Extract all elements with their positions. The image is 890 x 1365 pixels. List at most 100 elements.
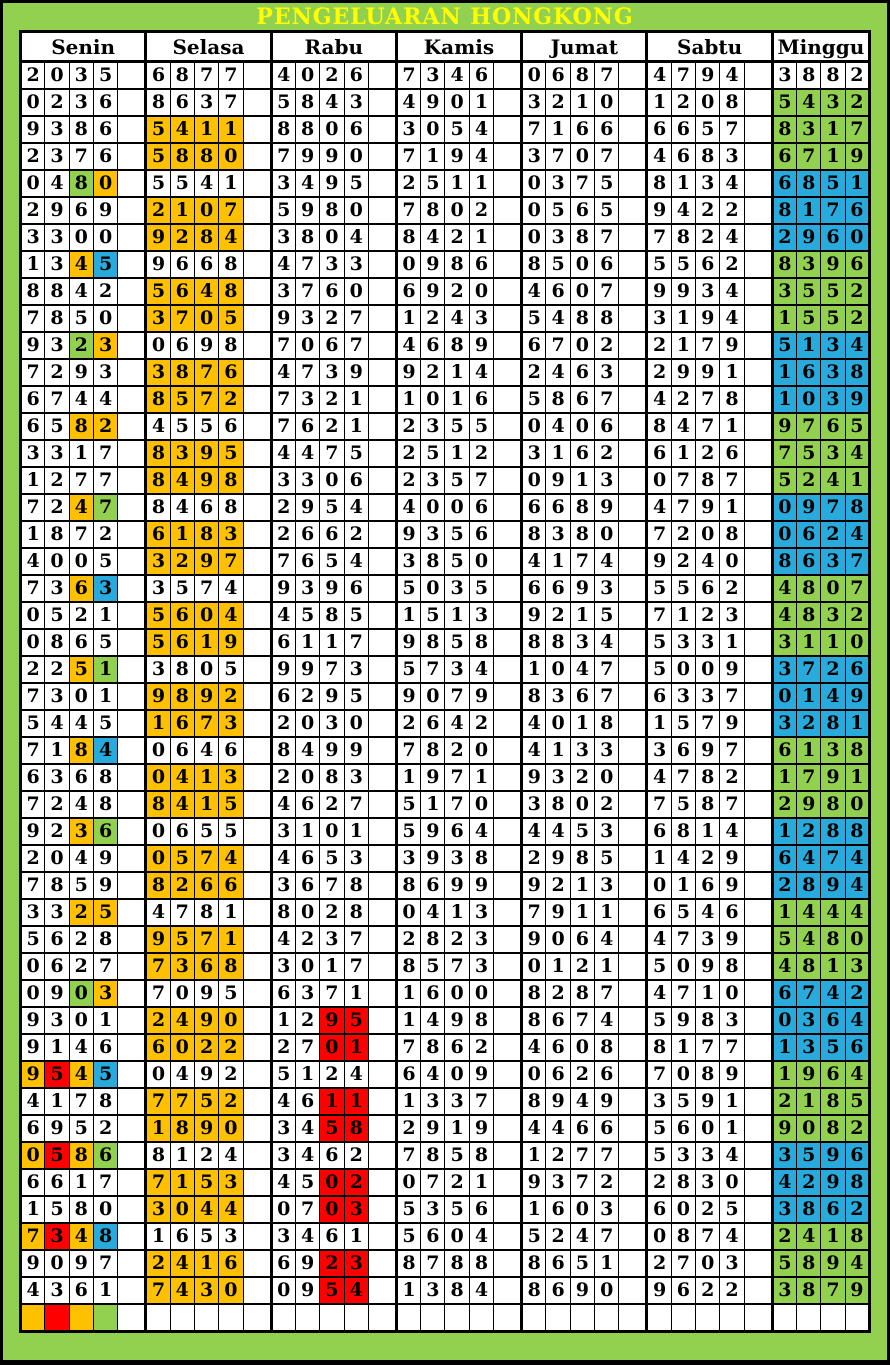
digit-cell: 6 [19, 385, 46, 414]
digit-cell: 6 [19, 763, 46, 792]
digit-cell: 8 [68, 115, 94, 144]
digit-cell: 5 [569, 817, 596, 846]
digit-cell: 1 [343, 817, 369, 846]
digit-cell: 3 [468, 601, 495, 630]
digit-cell: 9 [796, 790, 822, 819]
digit-cell: 3 [218, 520, 244, 549]
spacer-cell [367, 88, 398, 117]
digit-cell: 2 [218, 1087, 244, 1116]
digit-cell: 0 [670, 1195, 697, 1224]
spacer-cell [493, 1033, 524, 1062]
digit-cell: 0 [169, 979, 195, 1008]
digit-cell: 8 [319, 196, 345, 225]
digit-cell: 5 [270, 1060, 296, 1089]
digit-cell: 4 [646, 142, 672, 171]
digit-cell: 6 [319, 1222, 345, 1251]
spacer-cell [242, 88, 273, 117]
digit-cell: 1 [145, 709, 171, 738]
digit-cell: 6 [420, 709, 446, 738]
digit-cell: 5 [670, 709, 697, 738]
digit-cell: 8 [145, 790, 171, 819]
digit-cell: 9 [820, 763, 846, 792]
spacer-cell [493, 547, 524, 576]
digit-cell: 4 [294, 1222, 321, 1251]
spacer-cell [493, 1168, 524, 1197]
digit-cell: 0 [521, 60, 547, 90]
digit-cell: 6 [343, 466, 369, 495]
digit-cell: 2 [646, 1168, 672, 1197]
digit-cell: 4 [844, 331, 871, 360]
digit-cell: 4 [68, 790, 94, 819]
digit-cell: 0 [218, 1276, 244, 1305]
digit-cell: 2 [19, 142, 46, 171]
digit-cell: 0 [395, 1168, 422, 1197]
digit-cell: 7 [145, 1276, 171, 1305]
digit-cell: 8 [569, 493, 596, 522]
digit-cell: 8 [169, 1114, 195, 1143]
digit-cell: 7 [145, 1087, 171, 1116]
digit-cell: 1 [719, 412, 745, 441]
spacer-cell [117, 520, 148, 549]
spacer-cell [117, 547, 148, 576]
digit-cell: 9 [218, 628, 244, 657]
digit-cell: 2 [844, 304, 871, 333]
digit-cell: 0 [145, 844, 171, 873]
digit-cell: 0 [294, 709, 321, 738]
digit-cell: 1 [193, 115, 220, 144]
digit-cell: 6 [343, 115, 369, 144]
digit-cell: 7 [594, 277, 620, 306]
digit-cell: 7 [569, 547, 596, 576]
spacer-cell [367, 817, 398, 846]
legend-color-cell [670, 1303, 697, 1333]
digit-cell: 5 [92, 250, 119, 279]
digit-cell: 6 [169, 1222, 195, 1251]
digit-cell: 6 [294, 412, 321, 441]
digit-cell: 1 [521, 655, 547, 684]
digit-cell: 3 [270, 466, 296, 495]
spacer-cell [743, 331, 774, 360]
digit-cell: 3 [444, 655, 470, 684]
digit-cell: 2 [92, 1114, 119, 1143]
digit-cell: 7 [169, 898, 195, 927]
digit-cell: 6 [218, 412, 244, 441]
digit-cell: 2 [193, 1141, 220, 1170]
digit-cell: 1 [218, 115, 244, 144]
digit-cell: 8 [844, 817, 871, 846]
digit-cell: 8 [169, 358, 195, 387]
digit-cell: 0 [193, 196, 220, 225]
digit-cell: 2 [145, 1006, 171, 1035]
digit-cell: 2 [695, 601, 721, 630]
digit-cell: 5 [820, 1033, 846, 1062]
digit-cell: 9 [19, 1249, 46, 1278]
digit-cell: 2 [68, 331, 94, 360]
digit-cell: 3 [44, 1006, 70, 1035]
digit-cell: 2 [468, 709, 495, 738]
digit-cell: 7 [193, 844, 220, 873]
digit-cell: 9 [468, 331, 495, 360]
digit-cell: 8 [294, 88, 321, 117]
legend-color-cell [719, 1303, 745, 1333]
digit-cell: 0 [19, 601, 46, 630]
digit-cell: 7 [218, 88, 244, 117]
digit-cell: 1 [343, 385, 369, 414]
digit-cell: 3 [796, 1033, 822, 1062]
spacer-cell [493, 736, 524, 765]
digit-cell: 3 [145, 655, 171, 684]
digit-cell: 1 [218, 169, 244, 198]
digit-cell: 9 [145, 223, 171, 252]
spacer-cell [367, 1222, 398, 1251]
digit-cell: 8 [468, 844, 495, 873]
digit-cell: 6 [594, 412, 620, 441]
spacer-cell [242, 250, 273, 279]
digit-cell: 3 [771, 628, 798, 657]
digit-cell: 8 [521, 979, 547, 1008]
digit-cell: 3 [218, 763, 244, 792]
spacer-cell [367, 952, 398, 981]
digit-cell: 0 [420, 115, 446, 144]
legend-color-cell [796, 1303, 822, 1333]
digit-cell: 4 [844, 520, 871, 549]
digit-cell: 6 [19, 1114, 46, 1143]
